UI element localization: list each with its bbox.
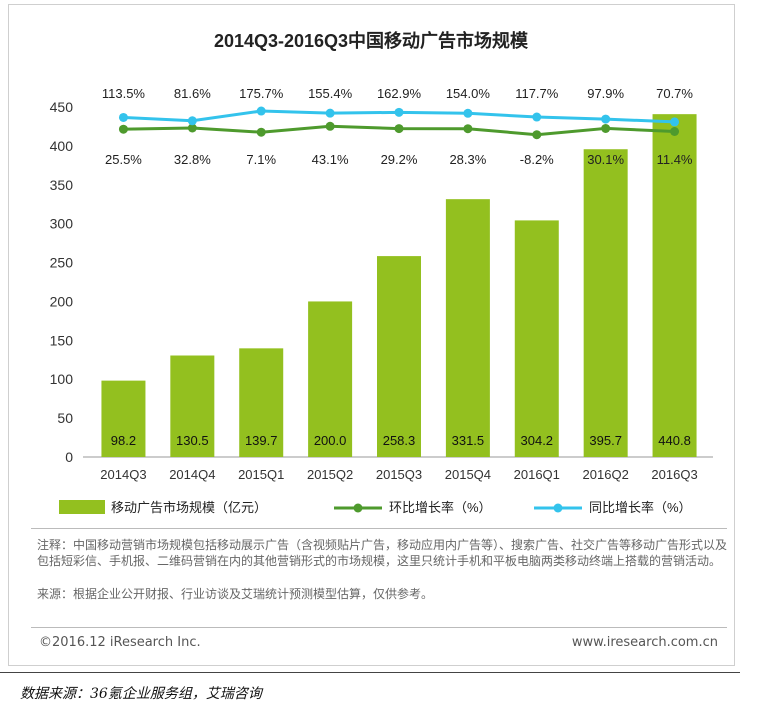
yoy-growth-point — [118, 112, 128, 122]
divider — [31, 528, 727, 529]
mom-growth-label: 30.1% — [587, 152, 624, 167]
bar-value-label: 440.8 — [658, 433, 691, 448]
mom-growth-point — [187, 123, 197, 133]
bar — [170, 355, 215, 457]
yoy-growth-point — [394, 107, 404, 117]
bar-value-label: 304.2 — [521, 433, 554, 448]
yoy-growth-point — [463, 108, 473, 118]
legend-bar-swatch — [59, 500, 105, 514]
mom-growth-label: 7.1% — [246, 152, 276, 167]
y-tick-label: 200 — [50, 293, 74, 309]
bar-value-label: 98.2 — [111, 433, 136, 448]
y-tick-label: 150 — [50, 332, 74, 348]
x-tick-label: 2016Q3 — [651, 467, 697, 482]
bar — [377, 256, 421, 457]
mom-growth-label: 29.2% — [381, 152, 418, 167]
yoy-growth-point — [256, 106, 266, 116]
y-tick-label: 400 — [50, 138, 74, 154]
bar-value-label: 395.7 — [589, 433, 622, 448]
yoy-growth-label: 155.4% — [308, 86, 353, 101]
bar-value-label: 200.0 — [314, 433, 347, 448]
yoy-growth-label: 175.7% — [239, 86, 284, 101]
mom-growth-point — [670, 126, 680, 136]
legend-mom-marker — [353, 503, 363, 513]
copyright: ©2016.12 iResearch Inc. — [39, 635, 201, 650]
mom-growth-label: -8.2% — [520, 152, 554, 167]
chart-source-note: 来源：根据企业公开财报、行业访谈及艾瑞统计预测模型估算，仅供参考。 — [37, 587, 434, 601]
mom-growth-label: 43.1% — [312, 152, 349, 167]
bar-value-label: 331.5 — [452, 433, 485, 448]
yoy-growth-label: 117.7% — [515, 86, 559, 101]
yoy-growth-label: 162.9% — [377, 86, 422, 101]
bar-value-label: 139.7 — [245, 433, 278, 448]
legend-yoy-label: 同比增长率（%） — [589, 500, 692, 515]
mom-growth-point — [256, 127, 266, 137]
bar — [652, 114, 697, 458]
x-tick-label: 2015Q4 — [445, 467, 491, 482]
mom-growth-label: 28.3% — [449, 152, 486, 167]
bar — [514, 220, 559, 457]
y-tick-label: 0 — [65, 449, 73, 465]
mom-growth-point — [601, 123, 611, 133]
y-tick-label: 350 — [50, 177, 74, 193]
yoy-growth-point — [187, 116, 197, 126]
chart-frame: 2014Q3-2016Q3中国移动广告市场规模 0 50 100 150 200 250 30… — [8, 4, 735, 666]
mom-growth-point — [532, 130, 542, 140]
y-tick-label: 300 — [50, 216, 74, 232]
legend-mom-label: 环比增长率（%） — [389, 500, 492, 515]
x-tick-label: 2015Q2 — [307, 467, 353, 482]
yoy-growth-point — [601, 114, 611, 124]
bar — [101, 380, 146, 457]
bar — [583, 149, 628, 457]
legend-yoy-marker — [553, 503, 563, 513]
chart: 2014Q3-2016Q3中国移动广告市场规模 0 50 100 150 200 250 30… — [50, 30, 713, 515]
x-tick-label: 2016Q1 — [514, 467, 560, 482]
mom-growth-point — [463, 124, 473, 134]
x-tick-label: 2014Q4 — [169, 467, 215, 482]
yoy-growth-label: 154.0% — [446, 86, 491, 101]
bar-value-label: 130.5 — [176, 433, 209, 448]
yoy-growth-label: 113.5% — [102, 86, 146, 101]
chart-note: 注释：中国移动营销市场规模包括移动展示广告（含视频贴片广告，移动应用内广告等）、… — [37, 538, 728, 568]
chart-title: 2014Q3-2016Q3中国移动广告市场规模 — [214, 30, 529, 51]
mom-growth-point — [118, 124, 128, 134]
mom-growth-label: 32.8% — [174, 152, 211, 167]
yoy-growth-point — [670, 117, 680, 127]
legend-bar-label: 移动广告市场规模（亿元） — [111, 500, 267, 515]
website-link[interactable]: www.iresearch.com.cn — [571, 635, 718, 650]
mom-growth-label: 25.5% — [105, 152, 142, 167]
yoy-growth-point — [532, 112, 542, 122]
y-tick-label: 50 — [57, 410, 73, 426]
mom-growth-label: 11.4% — [657, 152, 693, 167]
data-source: 数据来源：36氪企业服务组，艾瑞咨询 — [20, 686, 262, 702]
y-tick-label: 100 — [50, 371, 74, 387]
bar — [445, 199, 490, 457]
mom-growth-point — [325, 121, 335, 131]
mom-growth-point — [394, 124, 404, 134]
bar — [308, 301, 353, 457]
y-tick-label: 250 — [50, 255, 74, 271]
yoy-growth-point — [325, 108, 335, 118]
x-tick-label: 2016Q2 — [583, 467, 629, 482]
divider — [0, 672, 740, 673]
y-tick-label: 450 — [50, 99, 74, 115]
yoy-growth-label: 70.7% — [656, 86, 693, 101]
bar-value-label: 258.3 — [383, 433, 416, 448]
yoy-growth-label: 81.6% — [174, 86, 211, 101]
divider — [31, 627, 727, 628]
x-tick-label: 2015Q3 — [376, 467, 422, 482]
yoy-growth-label: 97.9% — [587, 86, 624, 101]
bar — [239, 348, 284, 457]
x-tick-label: 2015Q1 — [238, 467, 284, 482]
x-tick-label: 2014Q3 — [100, 467, 146, 482]
